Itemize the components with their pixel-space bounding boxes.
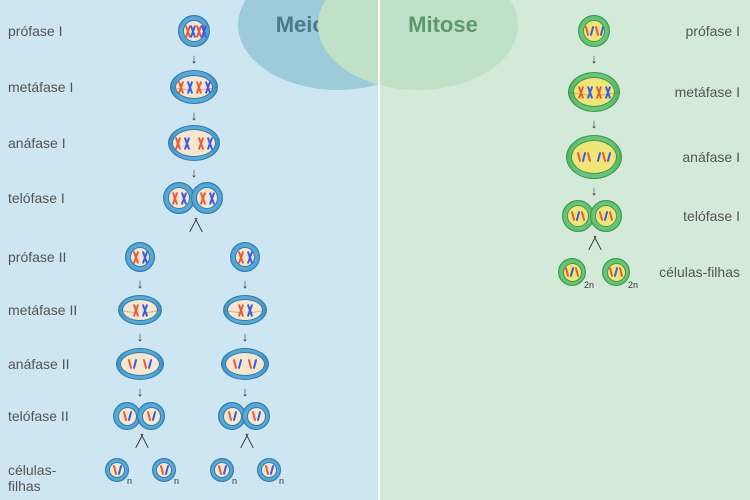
stage-label: células-filhas xyxy=(659,264,740,280)
fork-arrow: ╱╲ xyxy=(136,434,146,448)
ploidy-label: 2n xyxy=(628,280,638,290)
down-arrow: ↓ xyxy=(137,276,144,291)
down-arrow: ↓ xyxy=(191,165,198,180)
cell xyxy=(558,258,586,286)
stage-label: metáfase I xyxy=(8,79,73,95)
stage-label: telófase I xyxy=(8,190,65,206)
ploidy-label: n xyxy=(232,476,237,486)
down-arrow: ↓ xyxy=(591,51,598,66)
cell xyxy=(152,458,176,482)
stage-label: prófase I xyxy=(8,23,62,39)
stage-label: anáfase I xyxy=(8,135,66,151)
meiosis-panel: Meioseprófase I↓metáfase I↓anáfase I↓tel… xyxy=(0,0,378,500)
cell xyxy=(178,15,210,47)
cell xyxy=(125,242,155,272)
stage-label: anáfase II xyxy=(8,356,70,372)
cell xyxy=(590,200,622,232)
cell xyxy=(221,348,269,380)
down-arrow: ↓ xyxy=(191,51,198,66)
stage-label: anáfase I xyxy=(682,149,740,165)
down-arrow: ↓ xyxy=(242,384,249,399)
down-arrow: ↓ xyxy=(137,329,144,344)
down-arrow: ↓ xyxy=(242,276,249,291)
stage-label: telófase II xyxy=(8,408,69,424)
cell xyxy=(210,458,234,482)
cell xyxy=(568,72,620,112)
panel-divider xyxy=(378,0,380,500)
cell xyxy=(242,402,270,430)
fork-arrow: ╱╲ xyxy=(589,236,599,250)
stage-label: metáfase II xyxy=(8,302,77,318)
cell xyxy=(578,15,610,47)
fork-arrow: ╱╲ xyxy=(190,218,200,232)
ploidy-label: n xyxy=(127,476,132,486)
fork-arrow: ╱╲ xyxy=(241,434,251,448)
down-arrow: ↓ xyxy=(191,108,198,123)
down-arrow: ↓ xyxy=(137,384,144,399)
cell xyxy=(191,182,223,214)
stage-label: metáfase I xyxy=(675,84,740,100)
cell xyxy=(230,242,260,272)
cell xyxy=(170,70,218,104)
mitosis-panel: Mitoseprófase I↓metáfase I↓anáfase I↓tel… xyxy=(378,0,750,500)
stage-label: telófase I xyxy=(683,208,740,224)
cell xyxy=(168,125,220,161)
cell xyxy=(223,295,267,325)
ploidy-label: n xyxy=(279,476,284,486)
cell xyxy=(116,348,164,380)
cell xyxy=(105,458,129,482)
stage-label: prófase II xyxy=(8,249,66,265)
cell xyxy=(257,458,281,482)
ploidy-label: 2n xyxy=(584,280,594,290)
cell xyxy=(118,295,162,325)
cell xyxy=(137,402,165,430)
stage-label: prófase I xyxy=(686,23,740,39)
down-arrow: ↓ xyxy=(591,183,598,198)
stage-label: células- filhas xyxy=(8,462,56,494)
cell xyxy=(602,258,630,286)
down-arrow: ↓ xyxy=(242,329,249,344)
cell xyxy=(566,135,622,179)
ploidy-label: n xyxy=(174,476,179,486)
down-arrow: ↓ xyxy=(591,116,598,131)
